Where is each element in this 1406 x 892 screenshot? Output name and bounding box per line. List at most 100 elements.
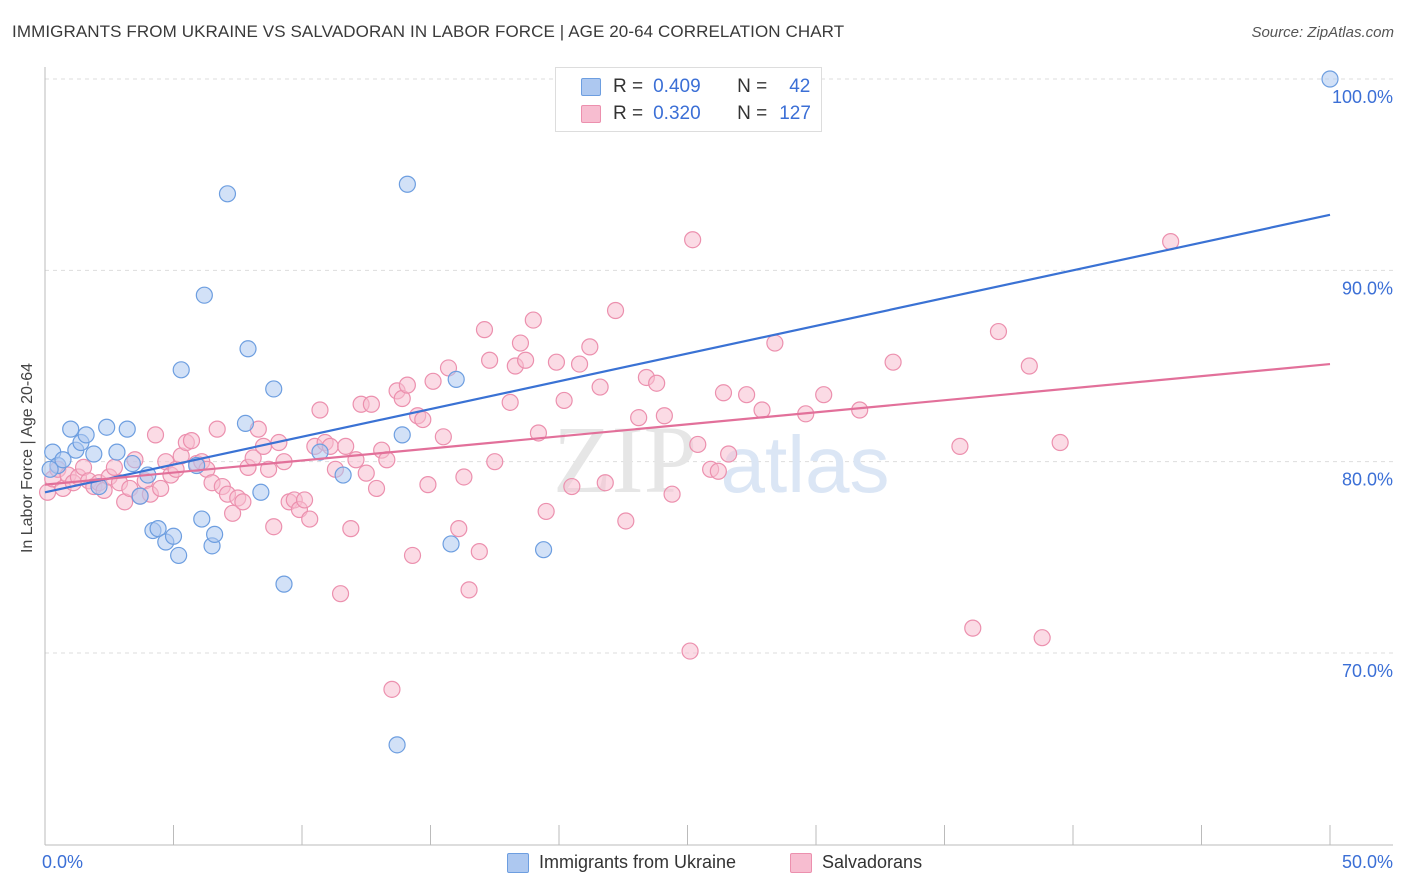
trend-lines (44, 213, 1331, 494)
y-tick-label: 70.0% (1342, 661, 1393, 681)
salvadoran-point (105, 458, 123, 477)
axes (44, 67, 1393, 846)
salvadoran-trend-line (44, 362, 1331, 486)
ukraine-point (1321, 70, 1339, 88)
ukraine-point (98, 418, 116, 436)
salvadoran-point (766, 334, 784, 352)
salvadoran-point (460, 581, 478, 599)
ukraine-point (534, 541, 553, 559)
salvadoran-point (301, 510, 319, 528)
salvadoran-point (311, 401, 329, 419)
y-tick-label: 100.0% (1332, 87, 1393, 107)
legend-ukraine-label: Immigrants from Ukraine (539, 852, 737, 872)
salvadoran-point (403, 546, 422, 565)
salvadoran-swatch (581, 105, 601, 123)
ukraine-point (170, 546, 188, 565)
salvadoran-point (357, 464, 375, 482)
salvadoran-point (738, 386, 756, 404)
stats-row-ukraine: R = 0.409 N = 42 (556, 74, 810, 100)
ukraine-points (41, 70, 1339, 754)
ukraine-point (118, 420, 136, 438)
ukraine-point (218, 185, 237, 203)
salvadoran-point (152, 479, 170, 498)
legend-salvadoran-swatch (790, 852, 812, 873)
ukraine-point (447, 370, 465, 388)
ukraine-point (239, 340, 257, 358)
salvadoran-point (714, 384, 733, 402)
salvadoran-point (337, 437, 355, 455)
legend-item-salvadoran: Salvadorans (790, 852, 922, 873)
salvadoran-point (563, 477, 581, 496)
y-tick-labels: 100.0% 90.0% 80.0% 70.0% (1332, 87, 1393, 681)
salvadoran-point (555, 391, 573, 410)
salvadoran-point (684, 231, 702, 249)
salvadoran-r-value: 0.320 (653, 103, 701, 124)
salvadoran-point (511, 334, 530, 352)
salvadoran-point (486, 453, 504, 471)
y-tick-label: 80.0% (1342, 470, 1393, 490)
salvadoran-point (414, 410, 432, 429)
ukraine-point (236, 414, 255, 432)
watermark-atlas: atlas (721, 420, 890, 509)
salvadoran-point (208, 420, 226, 438)
ukraine-point (275, 575, 293, 593)
salvadoran-point (547, 353, 566, 371)
stats-row-salvadoran: R = 0.320 N = 127 (556, 101, 811, 127)
salvadoran-point (524, 311, 542, 329)
x-tick-label-min: 0.0% (42, 852, 84, 872)
ukraine-point (62, 420, 80, 438)
salvadoran-point (398, 376, 416, 394)
salvadoran-point (964, 619, 982, 637)
salvadoran-point (424, 372, 442, 390)
salvadoran-point (570, 355, 589, 373)
salvadoran-point (295, 491, 314, 509)
salvadoran-point (501, 393, 519, 411)
ukraine-point (172, 361, 190, 379)
ukraine-point (206, 525, 224, 543)
ukraine-point (131, 487, 149, 505)
stats-box: R = 0.409 N = 42 R = 0.320 N = 127 (555, 67, 822, 132)
legend-salvadoran-label: Salvadorans (822, 852, 923, 872)
legend-item-ukraine: Immigrants from Ukraine (507, 852, 736, 873)
salvadoran-point (434, 428, 452, 446)
salvadoran-point (331, 585, 350, 603)
salvadoran-point (367, 479, 386, 498)
salvadoran-point (1033, 629, 1051, 647)
ukraine-n-value: 42 (789, 76, 811, 97)
salvadoran-n-value: 127 (779, 103, 811, 124)
salvadoran-point (470, 542, 488, 561)
ukraine-point (85, 445, 103, 463)
source-credit: Source: ZipAtlas.com (1251, 24, 1394, 41)
ukraine-point (54, 451, 72, 469)
salvadoran-n-label: N = (737, 103, 768, 124)
salvadoran-point (663, 485, 681, 503)
salvadoran-point (681, 642, 699, 660)
ukraine-point (393, 426, 411, 444)
salvadoran-point (419, 476, 437, 494)
salvadoran-point (689, 435, 707, 454)
salvadoran-point (606, 301, 625, 320)
ukraine-trend-line (44, 213, 1331, 494)
legend-ukraine-swatch (507, 852, 529, 873)
ukraine-point (195, 286, 213, 304)
ukraine-point (252, 483, 270, 501)
salvadoran-point (146, 426, 165, 444)
ukraine-point (442, 535, 460, 553)
ukraine-point (398, 175, 416, 193)
salvadoran-point (851, 401, 869, 419)
salvadoran-point (265, 518, 283, 536)
salvadoran-point (617, 512, 635, 530)
salvadoran-point (815, 386, 833, 404)
salvadoran-point (1051, 433, 1069, 452)
salvadoran-point (481, 351, 499, 369)
salvadoran-point (951, 437, 969, 455)
salvadoran-point (630, 409, 648, 427)
ukraine-point (108, 443, 126, 461)
x-tick-label-max: 50.0% (1341, 852, 1393, 872)
salvadoran-point (342, 520, 360, 538)
salvadoran-point (581, 338, 599, 356)
salvadoran-r-label: R = (613, 103, 644, 124)
salvadoran-point (989, 322, 1008, 341)
salvadoran-point (753, 401, 771, 419)
